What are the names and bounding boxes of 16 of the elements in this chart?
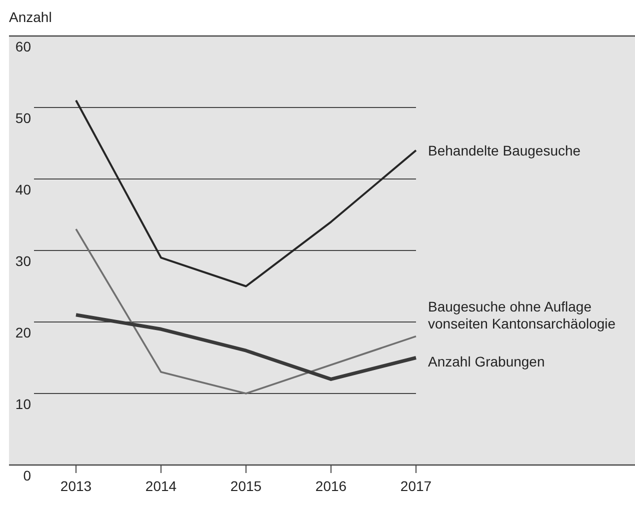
y-tick-label: 30	[15, 252, 32, 269]
series-label: Anzahl Grabungen	[428, 353, 545, 370]
series-label: Behandelte Baugesuche	[428, 142, 581, 158]
y-tick-label: 10	[15, 396, 32, 412]
x-tick-label: 2013	[60, 478, 92, 494]
x-tick-label: 2016	[315, 478, 347, 494]
y-tick-label: 50	[15, 110, 32, 126]
series-label: Baugesuche ohne Auflage vonseiten Kantonsarchäologie	[428, 298, 616, 332]
y-axis-title: Anzahl	[9, 9, 52, 25]
y-tick-label: 60	[15, 38, 32, 54]
y-tick-label: 20	[15, 324, 32, 340]
y-tick-label: 40	[15, 181, 32, 198]
x-tick-label: 2015	[230, 478, 262, 494]
x-tick-label: 2017	[400, 478, 432, 494]
y-tick-label: 0	[23, 467, 32, 484]
x-tick-label: 2014	[145, 478, 177, 494]
